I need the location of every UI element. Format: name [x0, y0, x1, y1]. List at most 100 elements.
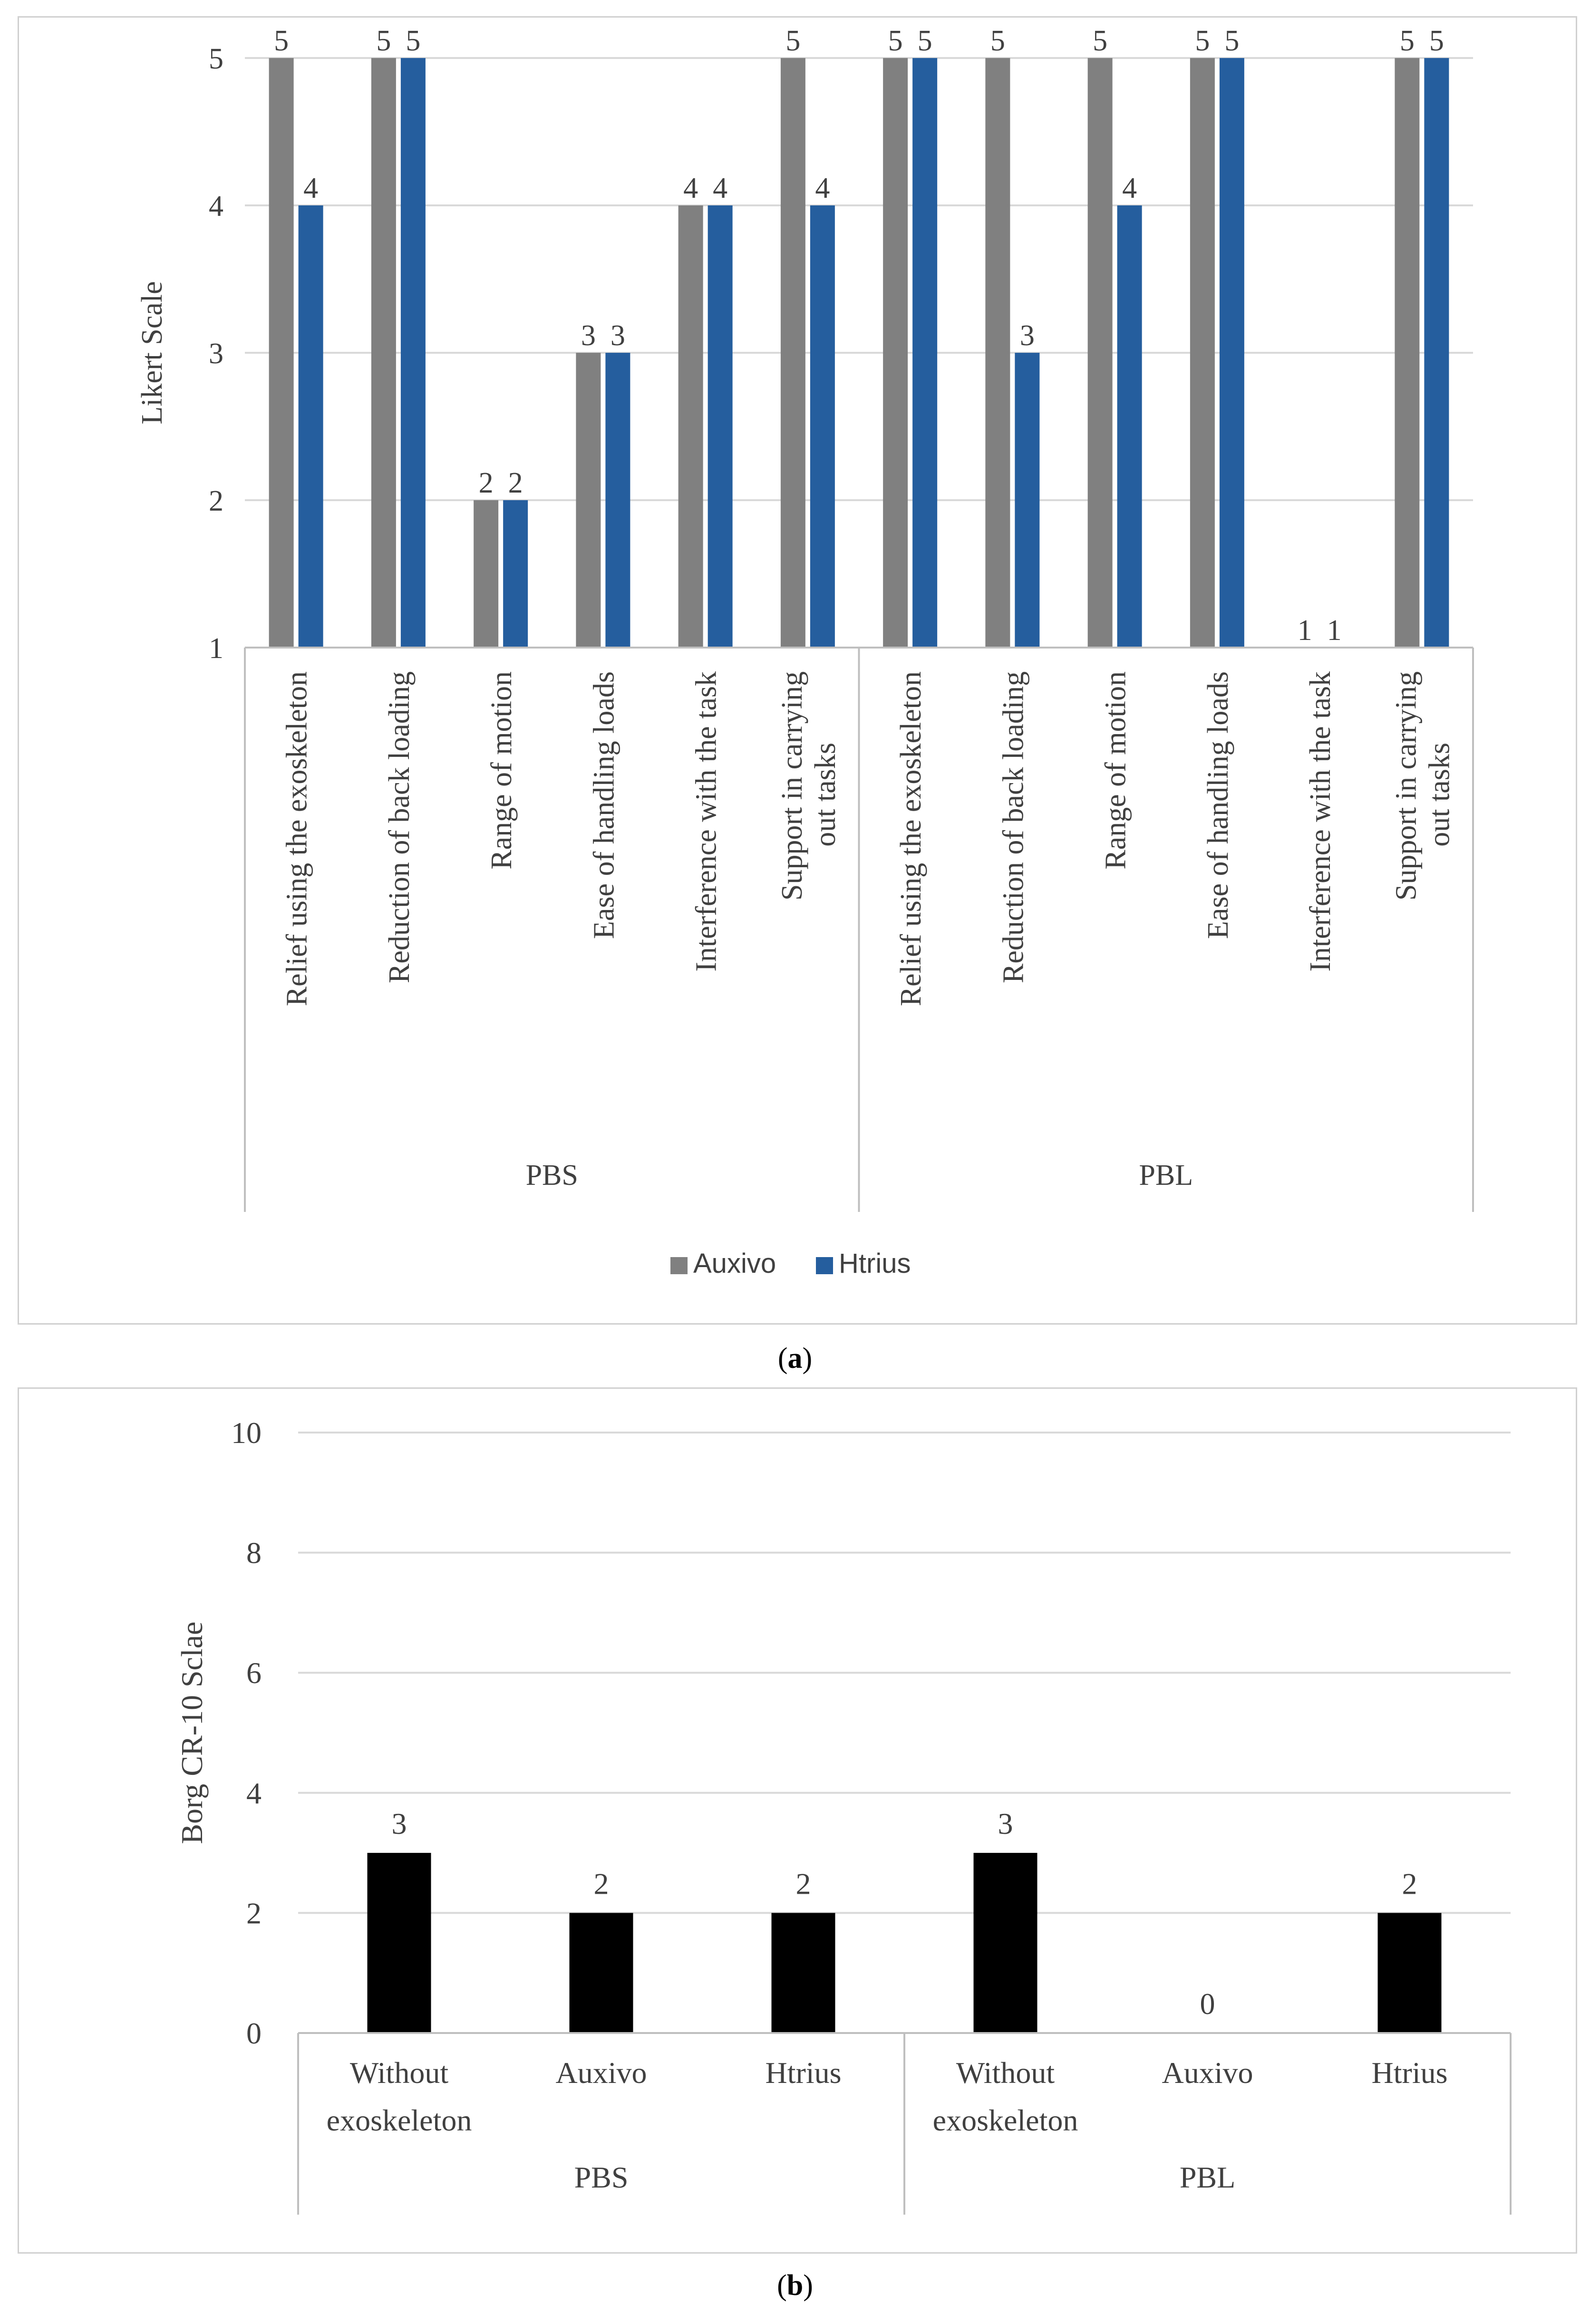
legend-label-auxivo: Auxivo	[693, 1248, 776, 1279]
bar-htrius	[605, 353, 630, 648]
data-label: 5	[918, 25, 932, 57]
chart-b: 0 2 4 6 8 10 Borg CR-10 Sclae 3 2 2 3 0 2 PBS PBL Witho…	[175, 1416, 1512, 2215]
caption-a-letter: a	[787, 1342, 803, 1375]
y-tick-label: 6	[246, 1656, 262, 1690]
y-tick-label: 4	[209, 190, 223, 223]
x-category-label: Range of motion	[1100, 671, 1132, 870]
group-label: PBL	[1180, 2160, 1235, 2194]
caption-a: (a)	[777, 1342, 813, 1375]
data-label: 4	[303, 172, 318, 204]
data-label: 4	[713, 172, 727, 204]
y-tick-label: 8	[246, 1536, 262, 1570]
x-category-label: Reduction of back loading	[997, 671, 1029, 983]
x-category-label: Support in carryingout tasks	[1390, 671, 1455, 901]
y-tick-label: 5	[209, 43, 223, 75]
x-category-label: Htrius	[766, 2056, 842, 2090]
y-tick-label: 2	[246, 1896, 262, 1930]
legend-label-htrius: Htrius	[839, 1248, 911, 1279]
data-label: 5	[376, 25, 391, 57]
bar-htrius	[1117, 205, 1142, 648]
data-label: 0	[1200, 1987, 1215, 2021]
y-tick-label: 2	[209, 485, 223, 517]
data-label: 5	[1224, 25, 1239, 57]
x-category-label: Support in carryingout tasks	[776, 671, 842, 901]
caption-b: (b)	[777, 2269, 813, 2302]
x-category-label: Auxivo	[556, 2056, 647, 2090]
bar	[771, 1913, 835, 2033]
data-label: 5	[1093, 25, 1107, 57]
bar-auxivo	[678, 205, 703, 648]
bar-htrius	[298, 205, 323, 648]
bar-htrius	[1424, 58, 1449, 648]
data-label: 2	[1402, 1867, 1417, 1900]
data-label: 2	[796, 1867, 811, 1900]
y-axis-title: Likert Scale	[136, 281, 168, 424]
x-category-label: Without exoskeleton	[327, 2056, 472, 2137]
data-label: 1	[1327, 614, 1342, 647]
bar-auxivo	[883, 58, 908, 648]
x-category-label: Relief using the exoskeleton	[895, 671, 927, 1006]
data-label: 5	[1195, 25, 1210, 57]
data-label: 3	[611, 320, 625, 352]
x-category-label: Htrius	[1372, 2056, 1448, 2090]
y-tick-label: 4	[246, 1776, 262, 1810]
data-label: 1	[1298, 614, 1312, 647]
bar-auxivo	[269, 58, 294, 648]
bar-htrius	[1015, 353, 1040, 648]
data-label: 3	[998, 1807, 1013, 1840]
data-label: 4	[683, 172, 698, 204]
data-label: 5	[785, 25, 800, 57]
bar-auxivo	[371, 58, 396, 648]
chart-a-panel: 1 2 3 4 5 Likert Scale 5 5 2 3 4 5 5 5 5 5 1 5 4 5 2 3 4 4 5 3 4 5 1…	[18, 16, 1577, 1325]
bar-htrius	[503, 500, 528, 648]
data-label: 3	[1020, 320, 1035, 352]
group-label: PBS	[526, 1159, 578, 1191]
data-label: 5	[888, 25, 903, 57]
bar-auxivo	[1190, 58, 1215, 648]
x-category-label: Interference with the task	[690, 671, 723, 972]
group-label: PBS	[574, 2160, 629, 2194]
x-category-label: Interference with the task	[1304, 671, 1337, 972]
x-category-label: Auxivo	[1162, 2056, 1253, 2090]
bar-htrius	[1219, 58, 1244, 648]
y-tick-label: 0	[246, 2016, 262, 2050]
bar-auxivo	[1087, 58, 1113, 648]
x-category-label: Relief using the exoskeleton	[281, 671, 313, 1006]
bar	[367, 1853, 431, 2033]
legend-swatch-htrius	[816, 1257, 833, 1274]
bar-auxivo	[474, 500, 499, 648]
caption-b-letter: b	[786, 2269, 804, 2302]
group-label: PBL	[1139, 1159, 1193, 1191]
data-label: 2	[508, 467, 523, 499]
x-category-label: Reduction of back loading	[383, 671, 416, 983]
bar	[973, 1853, 1037, 2033]
chart-b-panel: 0 2 4 6 8 10 Borg CR-10 Sclae 3 2 2 3 0 2 PBS PBL Witho…	[18, 1387, 1577, 2254]
bar-htrius	[708, 205, 733, 648]
bar	[1377, 1913, 1442, 2033]
bar-auxivo	[780, 58, 805, 648]
legend-swatch-auxivo	[670, 1257, 688, 1274]
data-label: 3	[581, 320, 596, 352]
x-category-label: Ease of handling loads	[588, 671, 620, 939]
data-label: 4	[1122, 172, 1137, 204]
data-label: 5	[1429, 25, 1444, 57]
bar-htrius	[810, 205, 835, 648]
bar-auxivo	[985, 58, 1010, 648]
y-tick-label: 10	[231, 1416, 262, 1450]
x-category-label: Ease of handling loads	[1202, 671, 1234, 939]
bar-auxivo	[576, 353, 601, 648]
y-tick-label: 1	[209, 632, 223, 665]
bar-htrius	[400, 58, 426, 648]
data-label: 5	[406, 25, 420, 57]
data-label: 5	[274, 25, 289, 57]
bar-auxivo	[1395, 58, 1420, 648]
data-label: 2	[594, 1867, 609, 1900]
bar	[569, 1913, 633, 2033]
data-label: 3	[392, 1807, 407, 1840]
x-category-label: Without exoskeleton	[933, 2056, 1078, 2137]
x-category-label: Range of motion	[485, 671, 518, 870]
data-label: 5	[990, 25, 1005, 57]
y-axis-title: Borg CR-10 Sclae	[175, 1621, 209, 1844]
data-label: 4	[815, 172, 830, 204]
